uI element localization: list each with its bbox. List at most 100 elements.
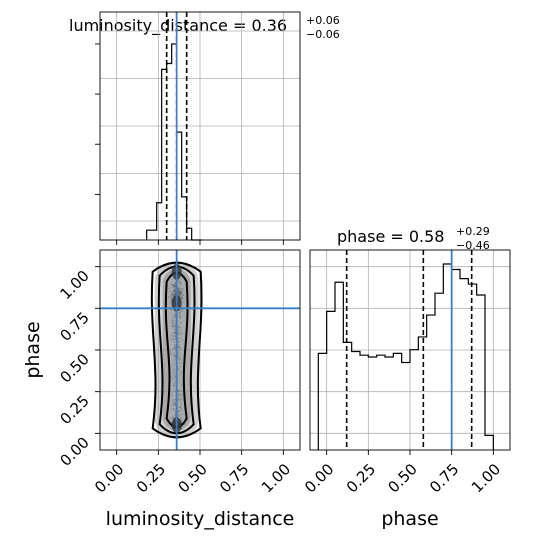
scatter-point [179,294,182,297]
scatter-point [183,423,186,426]
scatter-point [173,337,176,340]
scatter-point [171,295,174,297]
tick-labels: 0.00 0.25 0.50 0.75 1.00 0.00 0.25 0.50 0.75 1.00… [56,267,504,497]
scatter-point [178,292,181,295]
scatter-point [177,409,180,412]
scatter-point [173,285,176,288]
scatter-point [173,385,176,388]
scatter-point [174,398,177,401]
scatter-point [177,393,180,396]
luminosity-distance-histogram-panel [95,11,301,245]
scatter-point [174,335,176,337]
scatter-point [173,293,175,296]
scatter-point [171,321,174,324]
scatter-point [178,341,181,343]
contour-outer [150,261,203,439]
scatter-point [173,341,176,344]
grid [100,12,300,240]
x-tick-label-luminosity-distance: 0.50 [174,460,210,496]
scatter-point [179,317,181,320]
scatter-point [179,347,182,349]
scatter-point [174,351,176,354]
scatter-point [178,346,181,349]
scatter-point [179,293,181,296]
scatter-point [178,346,181,349]
scatter-point [179,289,182,292]
x-axis-label-luminosity-distance: luminosity_distance [106,508,295,530]
scatter-point [172,322,175,325]
scatter-point [174,354,177,357]
scatter-point [177,279,180,282]
scatter-point [180,362,182,365]
scatter-point [171,353,174,355]
scatter-point [169,286,172,289]
scatter-point [173,293,176,296]
scatter-point [180,291,183,294]
scatter-point [178,394,181,397]
y-tick-label-phase: 0.75 [56,308,92,344]
scatter-point [178,292,181,295]
scatter-point [169,290,172,293]
scatter-point [174,285,176,288]
scatter-point [179,283,182,285]
phase-histogram-panel [309,249,511,455]
scatter-point [174,291,177,293]
scatter-point [178,291,181,294]
scatter-point [173,290,176,292]
scatter-point [180,428,183,431]
scatter-point [172,293,174,295]
scatter-point [172,284,175,287]
scatter-point [178,280,181,283]
scatter-point [179,329,182,331]
scatter-point [171,335,173,338]
scatter-point [170,282,173,285]
scatter-point [171,415,174,418]
scatter-point [173,339,175,341]
scatter-point [171,293,173,296]
scatter-point [174,293,177,296]
scatter-point [173,313,176,315]
scatter-point [173,376,176,378]
scatter-point [170,338,173,340]
scatter-point [177,290,180,293]
scatter-point [177,346,179,349]
scatter-point [171,391,174,393]
scatter-point [180,292,182,294]
scatter-point [174,411,176,414]
scatter-point [179,333,182,335]
scatter-point [180,293,183,296]
scatter-point [177,390,180,392]
scatter-point [179,400,182,403]
scatter-point [173,358,175,361]
scatter-point [173,332,176,335]
scatter-point [169,300,172,303]
scatter-point [177,287,180,290]
scatter-point [180,297,183,300]
scatter-point [169,349,171,352]
scatter-point [172,331,175,334]
x-tick-label-phase: 0.50 [384,460,420,496]
scatter-point [174,281,177,284]
title-phase-minus: −0.46 [456,239,490,252]
scatter-point [173,401,176,404]
phase-histogram-line [317,263,494,450]
scatter-point [178,406,181,409]
scatter-point [179,282,182,285]
scatter-point [174,355,177,358]
scatter-point [170,283,173,286]
y-tick-label-phase: 1.00 [56,267,92,303]
scatter-point [179,291,182,294]
scatter-point [178,293,181,296]
x-tick-label-phase: 1.00 [468,460,504,496]
scatter-point [171,283,174,286]
scatter-point [174,332,177,335]
scatter-point [173,289,176,292]
scatter-point [173,289,176,291]
scatter-point [173,343,176,346]
scatter-point [172,289,175,292]
scatter-point [179,398,182,401]
scatter-point [178,292,181,295]
scatter-point [173,389,176,392]
scatter-point [177,330,180,333]
scatter-point [179,321,182,324]
